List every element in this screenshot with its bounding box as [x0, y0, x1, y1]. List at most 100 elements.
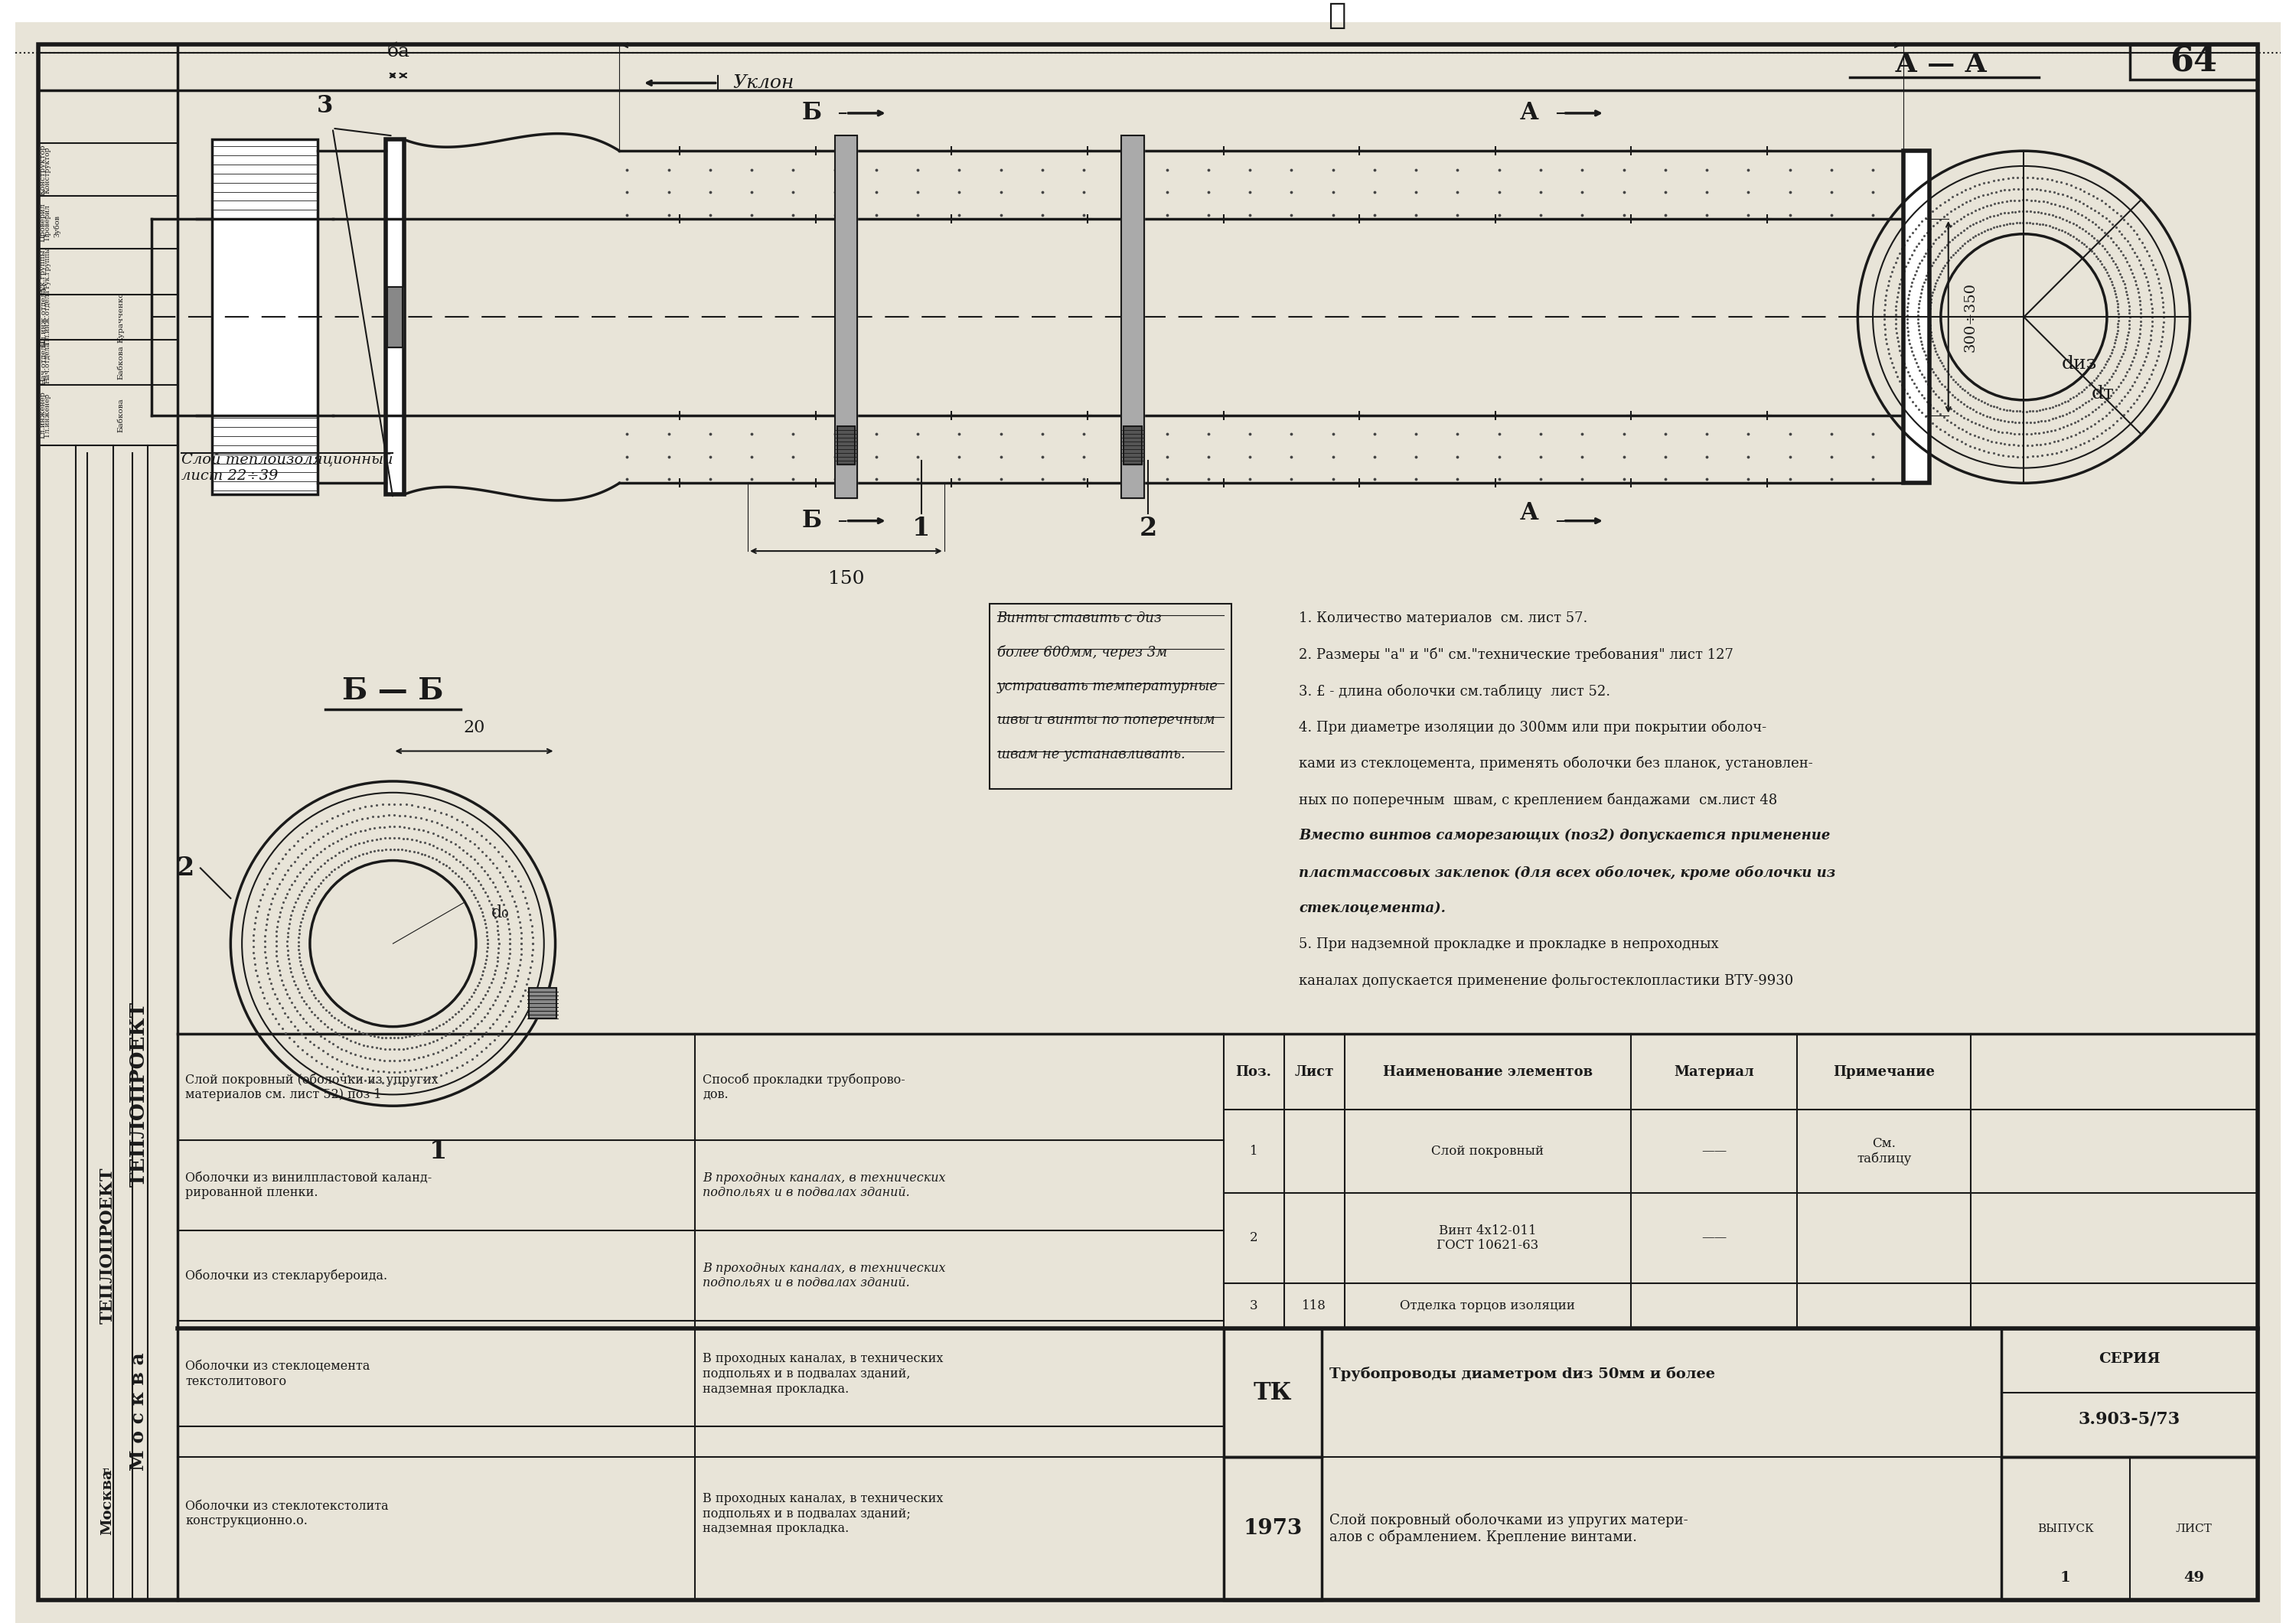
Text: Гл.инженер: Гл.инженер — [39, 391, 46, 438]
Bar — [2131, 44, 2257, 80]
Text: 20: 20 — [464, 719, 484, 735]
Text: 1. Количество материалов  см. лист 57.: 1. Количество материалов см. лист 57. — [1300, 612, 1589, 625]
Text: 1973: 1973 — [1242, 1518, 1302, 1539]
Bar — [211, 140, 317, 495]
Text: г.: г. — [103, 1466, 113, 1479]
Text: б: б — [386, 42, 397, 60]
Text: Уклон: Уклон — [732, 75, 794, 93]
Text: Зубов: Зубов — [53, 216, 60, 237]
Text: Слой покровный оболочками из упругих матери-
алов с обрамлением. Крепление винта: Слой покровный оболочками из упругих мат… — [1329, 1513, 1688, 1545]
Text: См.
таблицу: См. таблицу — [1857, 1138, 1913, 1165]
Text: 64: 64 — [2170, 45, 2218, 78]
Text: 1: 1 — [429, 1139, 448, 1164]
Text: Отделка торцов изоляции: Отделка торцов изоляции — [1401, 1300, 1575, 1313]
Text: ТК: ТК — [1254, 1381, 1293, 1404]
Text: каналах допускается применение фольгостеклопластики ВТУ-9930: каналах допускается применение фольгосте… — [1300, 974, 1793, 987]
Text: dиз: dиз — [2062, 355, 2096, 372]
Text: ℓ: ℓ — [1327, 2, 1345, 31]
Text: М о с к в а: М о с к в а — [129, 1352, 147, 1470]
Text: Слой покровный (оболочки из упругих
материалов см. лист 52) поз 1: Слой покровный (оболочки из упругих мате… — [186, 1073, 439, 1102]
Text: швам не устанавливать.: швам не устанавливать. — [996, 747, 1185, 761]
Text: устраивать температурные: устраивать температурные — [996, 680, 1219, 693]
Text: Вместо винтов саморезающих (поз2) допускается применение: Вместо винтов саморезающих (поз2) допуск… — [1300, 829, 1830, 842]
Text: Способ прокладки трубопрово-
дов.: Способ прокладки трубопрово- дов. — [703, 1073, 905, 1102]
Bar — [1903, 151, 1929, 484]
Text: Слой теплоизоляционный
лист 22÷39: Слой теплоизоляционный лист 22÷39 — [181, 453, 393, 482]
Text: Оболочки из стекларубероида.: Оболочки из стекларубероида. — [186, 1269, 388, 1282]
Text: 49: 49 — [2183, 1571, 2204, 1584]
Text: Поз.: Поз. — [1235, 1065, 1272, 1079]
Text: 3: 3 — [1249, 1300, 1258, 1313]
Text: 3. £ - длина оболочки см.таблицу  лист 52.: 3. £ - длина оболочки см.таблицу лист 52… — [1300, 683, 1609, 698]
Text: Бабкова: Бабкова — [117, 346, 124, 380]
Text: В проходных каналах, в технических
подпольях и в подвалах зданий.: В проходных каналах, в технических подпо… — [703, 1261, 946, 1290]
Text: 150: 150 — [829, 570, 863, 588]
Text: Примечание: Примечание — [1832, 1065, 1936, 1079]
Text: СЕРИЯ: СЕРИЯ — [2099, 1352, 2161, 1365]
Bar — [836, 136, 856, 498]
Bar — [528, 988, 556, 1018]
Text: Б: Б — [801, 101, 822, 125]
Text: 1: 1 — [1249, 1144, 1258, 1157]
Text: ных по поперечным  швам, с креплением бандажами  см.лист 48: ных по поперечным швам, с креплением бан… — [1300, 792, 1777, 807]
Text: Оболочки из винилпластовой каланд-
рированной пленки.: Оболочки из винилпластовой каланд- риров… — [186, 1172, 432, 1199]
Bar — [2002, 1457, 2257, 1600]
Text: Конструктор: Конструктор — [44, 146, 51, 193]
Text: Винты ставить с диз: Винты ставить с диз — [996, 612, 1162, 625]
Text: Москва: Москва — [101, 1469, 115, 1535]
Bar — [836, 136, 856, 498]
Text: 2: 2 — [1249, 1232, 1258, 1245]
Bar — [386, 140, 404, 495]
Text: 300÷350: 300÷350 — [1963, 282, 1977, 352]
Text: Пл.инж.отдела: Пл.инж.отдела — [44, 289, 51, 344]
Text: d₀: d₀ — [491, 904, 510, 920]
Text: 2. Размеры "а" и "б" см."технические требования" лист 127: 2. Размеры "а" и "б" см."технические тре… — [1300, 648, 1733, 662]
Text: Нач.отдела: Нач.отдела — [44, 341, 51, 383]
Text: А — А: А — А — [1894, 50, 1986, 78]
Bar — [1120, 136, 1143, 498]
Text: более 600мм, через 3м: более 600мм, через 3м — [996, 646, 1166, 661]
Bar — [990, 604, 1231, 789]
Bar — [528, 988, 556, 1018]
Text: ——: —— — [1701, 1144, 1727, 1157]
Bar — [1224, 1329, 1322, 1457]
Text: dт: dт — [2092, 385, 2115, 403]
Text: Нач.отдела: Нач.отдела — [39, 339, 46, 385]
Text: Б: Б — [801, 510, 822, 532]
Text: Курачченко: Курачченко — [117, 292, 124, 342]
Text: Б — Б: Б — Б — [342, 677, 443, 706]
Text: В проходных каналах, в технических
подпольях и в подвалах зданий;
надземная прок: В проходных каналах, в технических подпо… — [703, 1492, 944, 1535]
Text: швы и винты по поперечным: швы и винты по поперечным — [996, 714, 1215, 727]
Text: Винт 4х12-011
ГОСТ 10621-63: Винт 4х12-011 ГОСТ 10621-63 — [1437, 1224, 1538, 1251]
Text: В проходных каналах, в технических
подпольях и в подвалах зданий,
надземная прок: В проходных каналах, в технических подпо… — [703, 1352, 944, 1396]
Text: ВЫПУСК: ВЫПУСК — [2037, 1524, 2094, 1534]
Text: 1: 1 — [912, 516, 930, 540]
Text: 2: 2 — [1139, 516, 1157, 540]
Text: стеклоцемента).: стеклоцемента). — [1300, 901, 1446, 915]
Bar — [1224, 1457, 1322, 1600]
Text: А: А — [1520, 101, 1538, 125]
Bar — [386, 140, 404, 495]
Bar — [1123, 427, 1141, 464]
Bar — [1120, 136, 1143, 498]
Text: Рук.группы: Рук.группы — [44, 247, 51, 289]
Bar — [388, 287, 402, 347]
Text: 118: 118 — [1302, 1300, 1327, 1313]
Bar — [388, 287, 402, 347]
Text: Пл.инж.отдела: Пл.инж.отдела — [39, 287, 46, 347]
Text: ками из стеклоцемента, применять оболочки без планок, установлен-: ками из стеклоцемента, применять оболочк… — [1300, 756, 1814, 771]
Text: Оболочки из стеклоцемента
текстолитового: Оболочки из стеклоцемента текстолитового — [186, 1360, 370, 1388]
Bar — [838, 427, 854, 464]
Text: 3: 3 — [317, 94, 333, 117]
Bar — [2002, 1329, 2257, 1457]
Text: В проходных каналах, в технических
подпольях и в подвалах зданий.: В проходных каналах, в технических подпо… — [703, 1172, 946, 1199]
Text: пластмассовых заклепок (для всех оболочек, кроме оболочки из: пластмассовых заклепок (для всех оболоче… — [1300, 865, 1837, 880]
Text: ——: —— — [1701, 1232, 1727, 1245]
Text: Конструктор: Конструктор — [39, 144, 46, 195]
Text: Лист: Лист — [1295, 1065, 1334, 1079]
Bar — [211, 140, 317, 495]
Text: 5. При надземной прокладке и прокладке в непроходных: 5. При надземной прокладке и прокладке в… — [1300, 938, 1720, 951]
Text: Трубопроводы диаметром dиз 50мм и более: Трубопроводы диаметром dиз 50мм и более — [1329, 1367, 1715, 1381]
Text: Рук.группы: Рук.группы — [39, 248, 46, 294]
Text: Гл.инженер: Гл.инженер — [44, 393, 51, 437]
